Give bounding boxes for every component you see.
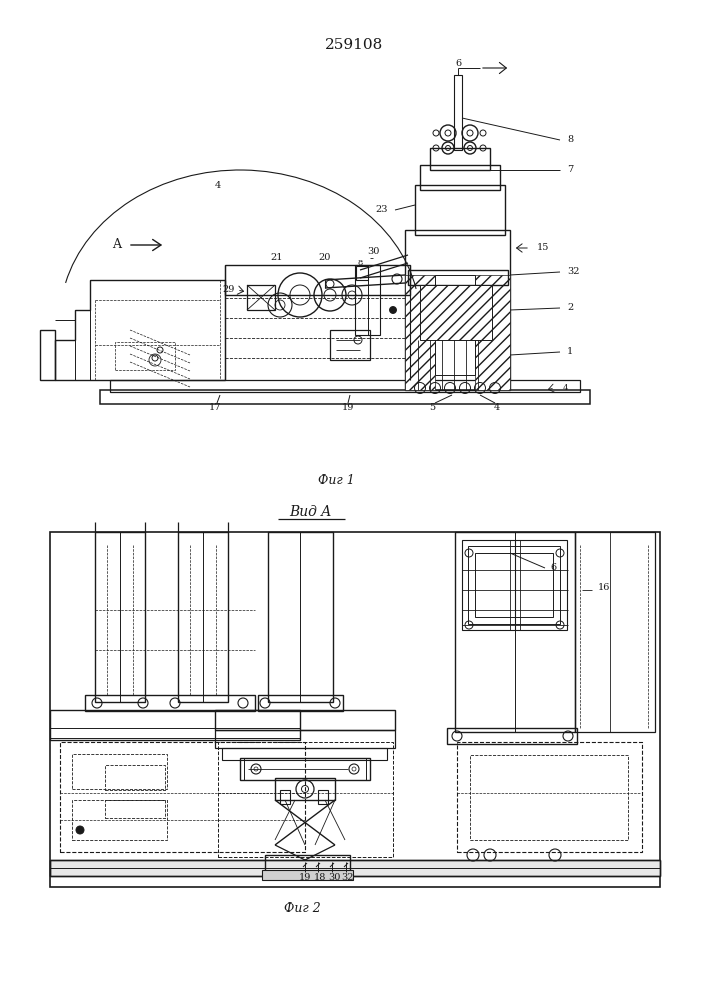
Text: 19: 19 bbox=[299, 874, 311, 882]
Bar bbox=[105, 765, 165, 790]
Bar bbox=[258, 695, 343, 711]
Bar bbox=[475, 553, 553, 617]
Bar bbox=[454, 75, 462, 150]
Bar bbox=[178, 532, 228, 702]
Bar bbox=[50, 860, 660, 876]
Text: 29: 29 bbox=[223, 286, 235, 294]
Bar bbox=[72, 754, 167, 789]
Text: 17: 17 bbox=[209, 402, 221, 412]
Bar bbox=[408, 270, 508, 285]
Bar bbox=[85, 695, 255, 711]
Text: 259108: 259108 bbox=[325, 38, 383, 52]
Bar bbox=[60, 742, 305, 852]
Bar bbox=[247, 285, 275, 310]
Bar bbox=[405, 230, 510, 390]
Text: 7: 7 bbox=[567, 165, 573, 174]
Bar bbox=[105, 800, 165, 818]
Text: 32: 32 bbox=[341, 874, 354, 882]
Bar bbox=[420, 165, 500, 190]
Circle shape bbox=[390, 306, 397, 314]
Bar bbox=[115, 342, 175, 370]
Bar bbox=[415, 185, 505, 235]
Bar bbox=[262, 870, 353, 880]
Bar bbox=[215, 730, 395, 748]
Bar bbox=[575, 532, 655, 732]
Bar bbox=[222, 748, 387, 760]
Bar bbox=[462, 540, 567, 630]
Text: A: A bbox=[112, 238, 122, 251]
Bar bbox=[430, 148, 490, 170]
Text: 30: 30 bbox=[367, 247, 379, 256]
Text: 30: 30 bbox=[328, 874, 340, 882]
Bar bbox=[447, 728, 577, 744]
Bar bbox=[268, 532, 333, 702]
Bar bbox=[470, 755, 628, 840]
Bar bbox=[240, 758, 370, 780]
Bar bbox=[215, 710, 395, 730]
Bar bbox=[280, 790, 290, 804]
Text: 32: 32 bbox=[567, 267, 580, 276]
Bar bbox=[225, 265, 410, 295]
Text: 20: 20 bbox=[319, 253, 331, 262]
Text: 4: 4 bbox=[494, 402, 500, 412]
Text: Фиг 2: Фиг 2 bbox=[284, 902, 320, 914]
Bar bbox=[275, 778, 335, 800]
Text: 2: 2 bbox=[567, 304, 573, 312]
Bar bbox=[110, 380, 580, 392]
Bar bbox=[72, 800, 167, 840]
Bar bbox=[50, 532, 660, 887]
Text: 19: 19 bbox=[341, 402, 354, 412]
Text: 5: 5 bbox=[429, 402, 435, 412]
Text: 6: 6 bbox=[455, 58, 461, 68]
Bar bbox=[457, 742, 642, 852]
Text: 8: 8 bbox=[567, 135, 573, 144]
Bar bbox=[318, 790, 328, 804]
Text: 21: 21 bbox=[271, 253, 284, 262]
Text: Фиг 1: Фиг 1 bbox=[317, 474, 354, 487]
Circle shape bbox=[76, 826, 84, 834]
Bar bbox=[455, 532, 575, 732]
Bar bbox=[100, 390, 590, 404]
Bar bbox=[468, 546, 560, 624]
Bar bbox=[435, 275, 475, 375]
Bar bbox=[420, 285, 492, 340]
Bar bbox=[50, 860, 660, 876]
Text: 15: 15 bbox=[537, 243, 549, 252]
Text: 1: 1 bbox=[567, 348, 573, 357]
Text: 8: 8 bbox=[357, 259, 363, 267]
Bar bbox=[475, 275, 510, 390]
Text: 4: 4 bbox=[215, 180, 221, 190]
Text: Вид A: Вид A bbox=[289, 505, 331, 519]
Bar bbox=[330, 330, 370, 360]
Text: 18: 18 bbox=[314, 874, 326, 882]
Bar bbox=[95, 532, 145, 702]
Text: 23: 23 bbox=[375, 206, 388, 215]
Text: 16: 16 bbox=[598, 584, 610, 592]
Bar bbox=[265, 855, 350, 871]
Text: 4: 4 bbox=[562, 384, 568, 392]
Text: 6: 6 bbox=[550, 564, 556, 572]
Bar bbox=[218, 742, 393, 857]
Bar bbox=[405, 275, 435, 390]
Bar bbox=[356, 266, 368, 280]
Bar bbox=[50, 710, 300, 740]
Bar bbox=[244, 758, 366, 780]
Bar bbox=[355, 265, 380, 335]
